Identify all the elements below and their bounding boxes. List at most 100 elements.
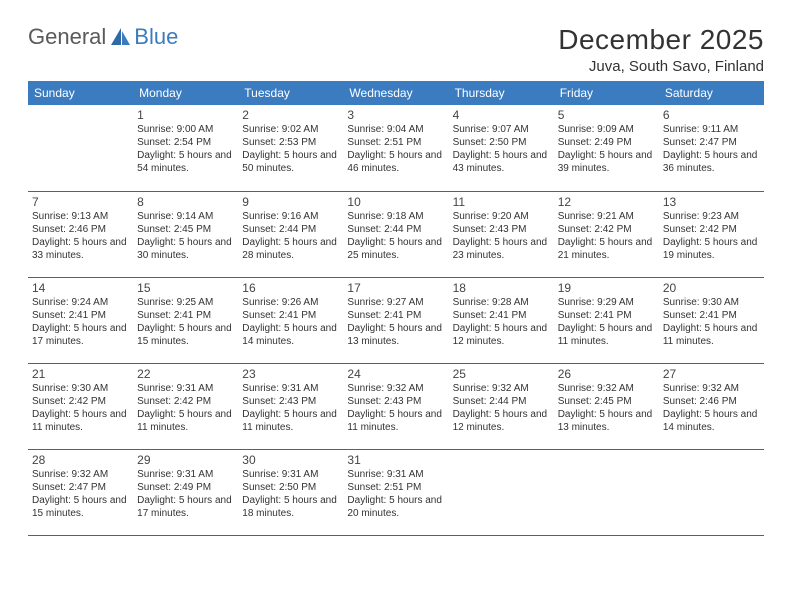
daylight-text: Daylight: 5 hours and 20 minutes.	[347, 494, 444, 520]
day-info: Sunrise: 9:26 AMSunset: 2:41 PMDaylight:…	[242, 296, 339, 348]
day-info: Sunrise: 9:14 AMSunset: 2:45 PMDaylight:…	[137, 210, 234, 262]
calendar-day-cell: 8Sunrise: 9:14 AMSunset: 2:45 PMDaylight…	[133, 191, 238, 277]
day-info: Sunrise: 9:32 AMSunset: 2:46 PMDaylight:…	[663, 382, 760, 434]
sunrise-text: Sunrise: 9:25 AM	[137, 296, 234, 309]
calendar-day-cell: 6Sunrise: 9:11 AMSunset: 2:47 PMDaylight…	[659, 105, 764, 191]
daylight-text: Daylight: 5 hours and 15 minutes.	[137, 322, 234, 348]
calendar-day-cell	[554, 449, 659, 535]
daylight-text: Daylight: 5 hours and 36 minutes.	[663, 149, 760, 175]
sunrise-text: Sunrise: 9:20 AM	[453, 210, 550, 223]
day-number: 2	[242, 108, 339, 122]
day-info: Sunrise: 9:31 AMSunset: 2:43 PMDaylight:…	[242, 382, 339, 434]
calendar-day-cell: 13Sunrise: 9:23 AMSunset: 2:42 PMDayligh…	[659, 191, 764, 277]
daylight-text: Daylight: 5 hours and 11 minutes.	[137, 408, 234, 434]
daylight-text: Daylight: 5 hours and 30 minutes.	[137, 236, 234, 262]
day-number: 18	[453, 281, 550, 295]
calendar-day-cell	[28, 105, 133, 191]
sunrise-text: Sunrise: 9:30 AM	[663, 296, 760, 309]
calendar-day-cell: 20Sunrise: 9:30 AMSunset: 2:41 PMDayligh…	[659, 277, 764, 363]
day-info: Sunrise: 9:18 AMSunset: 2:44 PMDaylight:…	[347, 210, 444, 262]
calendar-day-cell: 30Sunrise: 9:31 AMSunset: 2:50 PMDayligh…	[238, 449, 343, 535]
day-info: Sunrise: 9:30 AMSunset: 2:41 PMDaylight:…	[663, 296, 760, 348]
daylight-text: Daylight: 5 hours and 54 minutes.	[137, 149, 234, 175]
daylight-text: Daylight: 5 hours and 19 minutes.	[663, 236, 760, 262]
calendar-week-row: 28Sunrise: 9:32 AMSunset: 2:47 PMDayligh…	[28, 449, 764, 535]
calendar-day-cell: 29Sunrise: 9:31 AMSunset: 2:49 PMDayligh…	[133, 449, 238, 535]
day-info: Sunrise: 9:31 AMSunset: 2:42 PMDaylight:…	[137, 382, 234, 434]
sunrise-text: Sunrise: 9:32 AM	[347, 382, 444, 395]
calendar-day-cell: 14Sunrise: 9:24 AMSunset: 2:41 PMDayligh…	[28, 277, 133, 363]
day-number: 3	[347, 108, 444, 122]
day-number: 20	[663, 281, 760, 295]
day-number: 9	[242, 195, 339, 209]
sunset-text: Sunset: 2:51 PM	[347, 136, 444, 149]
calendar-day-cell: 18Sunrise: 9:28 AMSunset: 2:41 PMDayligh…	[449, 277, 554, 363]
sunset-text: Sunset: 2:43 PM	[453, 223, 550, 236]
sunrise-text: Sunrise: 9:31 AM	[242, 382, 339, 395]
day-number: 23	[242, 367, 339, 381]
sunset-text: Sunset: 2:41 PM	[663, 309, 760, 322]
calendar-day-cell: 15Sunrise: 9:25 AMSunset: 2:41 PMDayligh…	[133, 277, 238, 363]
calendar-day-cell: 19Sunrise: 9:29 AMSunset: 2:41 PMDayligh…	[554, 277, 659, 363]
sunrise-text: Sunrise: 9:07 AM	[453, 123, 550, 136]
calendar-day-cell: 12Sunrise: 9:21 AMSunset: 2:42 PMDayligh…	[554, 191, 659, 277]
day-info: Sunrise: 9:09 AMSunset: 2:49 PMDaylight:…	[558, 123, 655, 175]
daylight-text: Daylight: 5 hours and 11 minutes.	[558, 322, 655, 348]
calendar-day-cell: 1Sunrise: 9:00 AMSunset: 2:54 PMDaylight…	[133, 105, 238, 191]
sunset-text: Sunset: 2:45 PM	[137, 223, 234, 236]
logo-sail-icon	[110, 27, 132, 47]
weekday-header: Tuesday	[238, 81, 343, 105]
day-info: Sunrise: 9:16 AMSunset: 2:44 PMDaylight:…	[242, 210, 339, 262]
sunset-text: Sunset: 2:50 PM	[242, 481, 339, 494]
day-number: 28	[32, 453, 129, 467]
sunset-text: Sunset: 2:42 PM	[558, 223, 655, 236]
calendar-day-cell: 26Sunrise: 9:32 AMSunset: 2:45 PMDayligh…	[554, 363, 659, 449]
sunset-text: Sunset: 2:42 PM	[137, 395, 234, 408]
sunrise-text: Sunrise: 9:27 AM	[347, 296, 444, 309]
daylight-text: Daylight: 5 hours and 12 minutes.	[453, 322, 550, 348]
day-number: 10	[347, 195, 444, 209]
day-number: 30	[242, 453, 339, 467]
sunset-text: Sunset: 2:54 PM	[137, 136, 234, 149]
day-info: Sunrise: 9:23 AMSunset: 2:42 PMDaylight:…	[663, 210, 760, 262]
day-number: 31	[347, 453, 444, 467]
sunrise-text: Sunrise: 9:32 AM	[32, 468, 129, 481]
sunrise-text: Sunrise: 9:31 AM	[137, 468, 234, 481]
sunset-text: Sunset: 2:41 PM	[453, 309, 550, 322]
day-number: 22	[137, 367, 234, 381]
sunrise-text: Sunrise: 9:31 AM	[137, 382, 234, 395]
calendar-day-cell: 9Sunrise: 9:16 AMSunset: 2:44 PMDaylight…	[238, 191, 343, 277]
daylight-text: Daylight: 5 hours and 14 minutes.	[663, 408, 760, 434]
calendar-day-cell: 22Sunrise: 9:31 AMSunset: 2:42 PMDayligh…	[133, 363, 238, 449]
daylight-text: Daylight: 5 hours and 12 minutes.	[453, 408, 550, 434]
daylight-text: Daylight: 5 hours and 11 minutes.	[242, 408, 339, 434]
daylight-text: Daylight: 5 hours and 18 minutes.	[242, 494, 339, 520]
daylight-text: Daylight: 5 hours and 39 minutes.	[558, 149, 655, 175]
sunset-text: Sunset: 2:41 PM	[242, 309, 339, 322]
daylight-text: Daylight: 5 hours and 11 minutes.	[347, 408, 444, 434]
calendar-day-cell: 5Sunrise: 9:09 AMSunset: 2:49 PMDaylight…	[554, 105, 659, 191]
day-number: 1	[137, 108, 234, 122]
day-number: 13	[663, 195, 760, 209]
sunset-text: Sunset: 2:46 PM	[663, 395, 760, 408]
day-number: 5	[558, 108, 655, 122]
day-info: Sunrise: 9:21 AMSunset: 2:42 PMDaylight:…	[558, 210, 655, 262]
sunrise-text: Sunrise: 9:14 AM	[137, 210, 234, 223]
sunset-text: Sunset: 2:44 PM	[347, 223, 444, 236]
day-info: Sunrise: 9:25 AMSunset: 2:41 PMDaylight:…	[137, 296, 234, 348]
day-number: 16	[242, 281, 339, 295]
calendar-day-cell: 25Sunrise: 9:32 AMSunset: 2:44 PMDayligh…	[449, 363, 554, 449]
calendar-day-cell: 7Sunrise: 9:13 AMSunset: 2:46 PMDaylight…	[28, 191, 133, 277]
day-number: 14	[32, 281, 129, 295]
day-number: 26	[558, 367, 655, 381]
calendar-week-row: 14Sunrise: 9:24 AMSunset: 2:41 PMDayligh…	[28, 277, 764, 363]
day-number: 6	[663, 108, 760, 122]
day-number: 19	[558, 281, 655, 295]
day-info: Sunrise: 9:20 AMSunset: 2:43 PMDaylight:…	[453, 210, 550, 262]
sunrise-text: Sunrise: 9:30 AM	[32, 382, 129, 395]
weekday-header: Monday	[133, 81, 238, 105]
day-info: Sunrise: 9:11 AMSunset: 2:47 PMDaylight:…	[663, 123, 760, 175]
sunset-text: Sunset: 2:42 PM	[663, 223, 760, 236]
weekday-header: Friday	[554, 81, 659, 105]
day-info: Sunrise: 9:24 AMSunset: 2:41 PMDaylight:…	[32, 296, 129, 348]
